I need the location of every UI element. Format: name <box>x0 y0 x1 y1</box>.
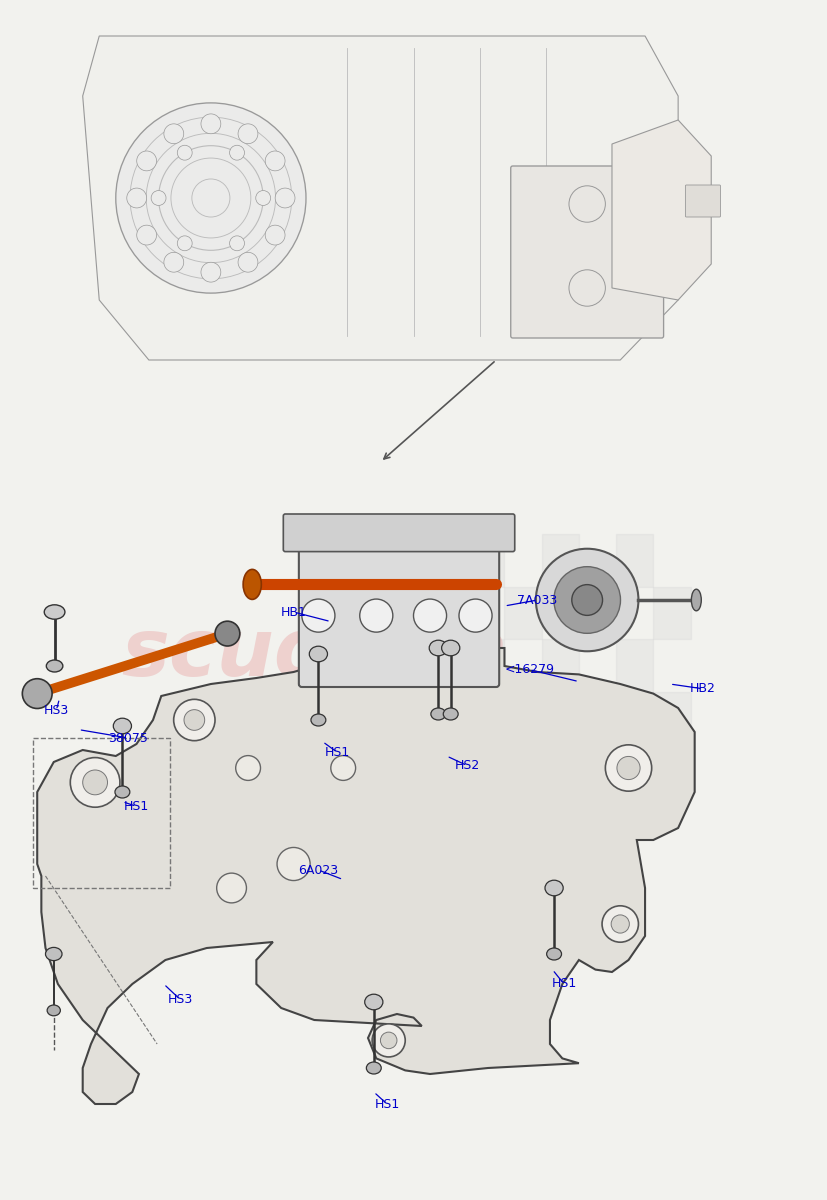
Text: HB2: HB2 <box>690 683 716 695</box>
Circle shape <box>605 745 652 791</box>
Circle shape <box>265 226 285 245</box>
Bar <box>504 587 542 638</box>
Circle shape <box>83 770 108 794</box>
Circle shape <box>136 226 156 245</box>
Circle shape <box>177 145 192 160</box>
Circle shape <box>164 252 184 272</box>
Text: scuderia: scuderia <box>121 614 508 692</box>
Ellipse shape <box>309 646 327 661</box>
Circle shape <box>256 191 270 205</box>
Circle shape <box>177 236 192 251</box>
Polygon shape <box>612 120 711 300</box>
Circle shape <box>174 700 215 740</box>
Circle shape <box>571 584 603 616</box>
Circle shape <box>302 599 335 632</box>
Bar <box>653 691 691 744</box>
Ellipse shape <box>113 718 131 733</box>
Text: 38075: 38075 <box>108 732 148 744</box>
Circle shape <box>459 599 492 632</box>
Circle shape <box>201 263 221 282</box>
Circle shape <box>414 599 447 632</box>
Ellipse shape <box>365 994 383 1010</box>
Circle shape <box>360 599 393 632</box>
Ellipse shape <box>429 641 447 655</box>
FancyBboxPatch shape <box>511 166 663 338</box>
Text: HS1: HS1 <box>325 746 350 758</box>
Ellipse shape <box>442 641 460 655</box>
Ellipse shape <box>46 660 63 672</box>
Text: HS1: HS1 <box>375 1098 399 1110</box>
Bar <box>542 638 579 691</box>
Polygon shape <box>37 648 695 1104</box>
FancyBboxPatch shape <box>686 185 720 217</box>
Circle shape <box>265 151 285 170</box>
Circle shape <box>536 548 638 652</box>
Text: 6A023: 6A023 <box>299 864 338 876</box>
Text: HS3: HS3 <box>44 704 69 716</box>
FancyBboxPatch shape <box>299 542 500 686</box>
Bar <box>467 534 504 587</box>
Text: HS1: HS1 <box>552 978 576 990</box>
Bar <box>579 587 616 638</box>
Bar <box>653 587 691 638</box>
Circle shape <box>184 709 205 731</box>
Ellipse shape <box>547 948 562 960</box>
Circle shape <box>215 622 240 646</box>
Ellipse shape <box>311 714 326 726</box>
Circle shape <box>201 114 221 133</box>
Circle shape <box>611 914 629 934</box>
Text: HS2: HS2 <box>455 760 480 772</box>
Bar <box>542 534 579 587</box>
Ellipse shape <box>691 589 701 611</box>
Circle shape <box>238 252 258 272</box>
Circle shape <box>116 103 306 293</box>
Circle shape <box>372 1024 405 1057</box>
Circle shape <box>230 236 245 251</box>
Circle shape <box>617 756 640 780</box>
Bar <box>616 534 653 587</box>
Polygon shape <box>83 36 678 360</box>
Bar <box>33 738 170 888</box>
Circle shape <box>127 188 146 208</box>
Circle shape <box>275 188 295 208</box>
Text: HS3: HS3 <box>168 994 193 1006</box>
Circle shape <box>331 756 356 780</box>
Text: car  parts: car parts <box>215 680 414 722</box>
Ellipse shape <box>115 786 130 798</box>
Circle shape <box>217 874 246 902</box>
Circle shape <box>136 151 156 170</box>
Circle shape <box>236 756 261 780</box>
Text: 7A033: 7A033 <box>518 594 557 606</box>
Ellipse shape <box>545 881 563 895</box>
Text: <16279: <16279 <box>504 664 554 676</box>
FancyBboxPatch shape <box>284 514 514 552</box>
Ellipse shape <box>243 569 261 599</box>
Ellipse shape <box>45 605 65 619</box>
Ellipse shape <box>431 708 446 720</box>
Circle shape <box>230 145 245 160</box>
Bar <box>579 691 616 744</box>
Circle shape <box>151 191 166 205</box>
Bar <box>616 638 653 691</box>
Circle shape <box>70 757 120 808</box>
Circle shape <box>238 124 258 144</box>
Bar <box>467 638 504 691</box>
Ellipse shape <box>47 1004 60 1015</box>
Ellipse shape <box>443 708 458 720</box>
Circle shape <box>164 124 184 144</box>
Bar <box>504 691 542 744</box>
Ellipse shape <box>366 1062 381 1074</box>
Circle shape <box>554 566 620 634</box>
Circle shape <box>277 847 310 881</box>
Ellipse shape <box>45 948 62 960</box>
Circle shape <box>380 1032 397 1049</box>
Circle shape <box>22 679 52 708</box>
Text: HB1: HB1 <box>280 606 307 618</box>
Text: HS1: HS1 <box>124 800 149 812</box>
Circle shape <box>602 906 638 942</box>
